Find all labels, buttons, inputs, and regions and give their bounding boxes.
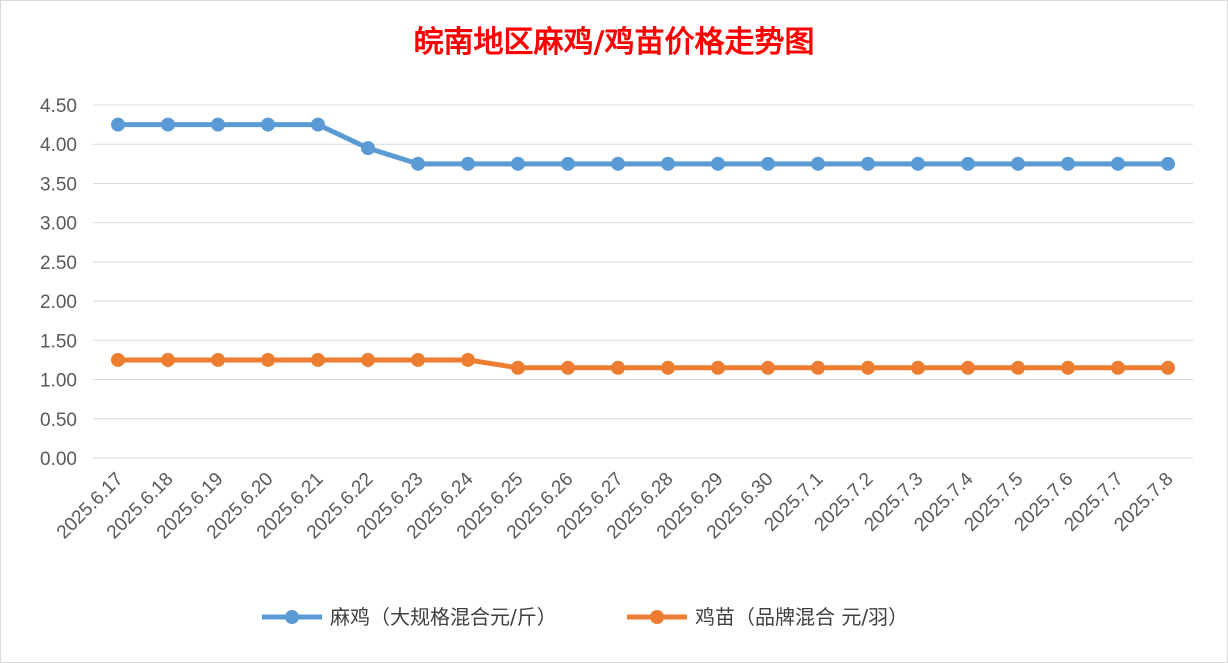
legend-item: 鸡苗（品牌混合 元/羽） [627, 605, 908, 629]
data-point [211, 352, 225, 367]
data-point [861, 156, 875, 171]
series-2 [111, 352, 1175, 375]
data-point [311, 117, 325, 132]
data-point [361, 352, 375, 367]
y-tick-label: 2.50 [40, 253, 77, 274]
series-group [111, 117, 1175, 375]
data-point [811, 156, 825, 171]
data-point [111, 352, 125, 367]
series-1 [111, 117, 1175, 171]
data-point [461, 156, 475, 171]
data-point [911, 156, 925, 171]
data-point [1011, 156, 1025, 171]
data-point [261, 352, 275, 367]
data-point [961, 156, 975, 171]
data-point [961, 360, 975, 375]
data-point [711, 156, 725, 171]
y-tick-label: 0.50 [40, 410, 77, 431]
chart-title: 皖南地区麻鸡/鸡苗价格走势图 [414, 25, 815, 60]
y-tick-label: 3.00 [40, 214, 77, 235]
data-point [1111, 156, 1125, 171]
legend-point-marker [650, 610, 664, 624]
data-point [511, 360, 525, 375]
data-point [461, 352, 475, 367]
y-tick-label: 1.50 [40, 331, 77, 352]
legend-point-marker [285, 610, 299, 624]
y-tick-label: 4.00 [40, 135, 77, 156]
data-point [811, 360, 825, 375]
data-point [661, 156, 675, 171]
data-point [161, 352, 175, 367]
data-point [611, 156, 625, 171]
data-point [361, 141, 375, 156]
data-point [161, 117, 175, 132]
data-point [911, 360, 925, 375]
series-line [118, 357, 1168, 371]
data-point [411, 156, 425, 171]
series-line [118, 122, 1168, 167]
data-point [261, 117, 275, 132]
gridlines [93, 104, 1193, 459]
data-point [411, 352, 425, 367]
data-point [1061, 156, 1075, 171]
y-tick-label: 1.00 [40, 371, 77, 392]
data-point [511, 156, 525, 171]
y-tick-label: 3.50 [40, 174, 77, 195]
data-point [211, 117, 225, 132]
y-axis-ticks: 0.00 0.50 1.00 1.50 2.00 2.50 3.00 3.50 4.00 4.50 [40, 96, 77, 470]
data-point [711, 360, 725, 375]
data-point [111, 117, 125, 132]
y-tick-label: 0.00 [40, 449, 77, 470]
data-point [1061, 360, 1075, 375]
data-point [761, 360, 775, 375]
data-point [561, 360, 575, 375]
legend-item: 麻鸡（大规格混合元/斤） [262, 605, 557, 629]
data-point [1111, 360, 1125, 375]
legend-label: 鸡苗（品牌混合 元/羽） [695, 605, 908, 629]
data-point [611, 360, 625, 375]
y-tick-label: 4.50 [40, 96, 77, 117]
data-point [1161, 156, 1175, 171]
data-point [861, 360, 875, 375]
data-point [561, 156, 575, 171]
data-point [1161, 360, 1175, 375]
legend: 麻鸡（大规格混合元/斤） 鸡苗（品牌混合 元/羽） [262, 605, 908, 629]
legend-label: 麻鸡（大规格混合元/斤） [330, 605, 557, 629]
data-point [1011, 360, 1025, 375]
y-tick-label: 2.00 [40, 292, 77, 313]
data-point [761, 156, 775, 171]
data-point [661, 360, 675, 375]
data-point [311, 352, 325, 367]
